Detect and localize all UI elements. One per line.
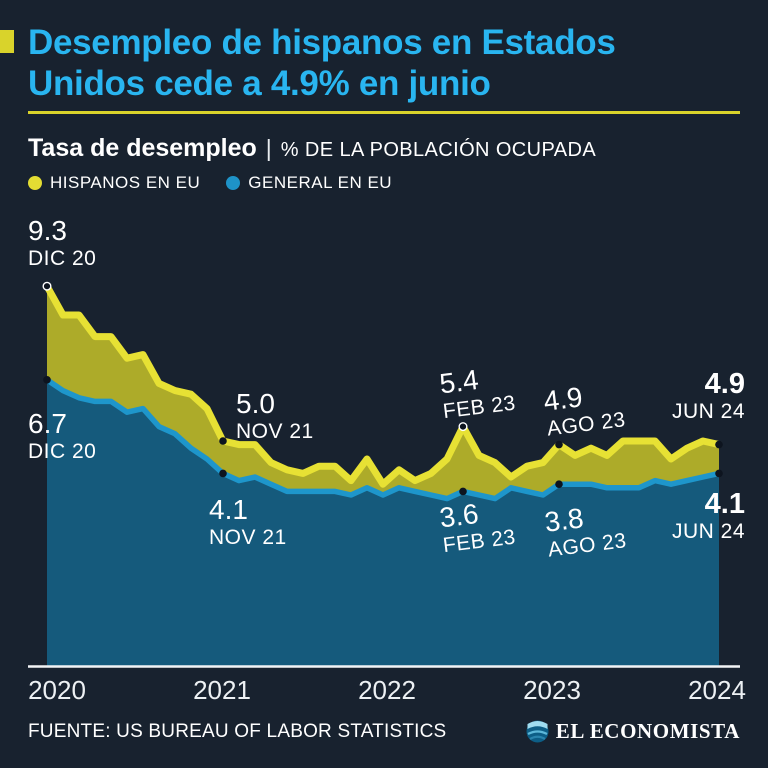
annotation-label: DIC 20 (28, 440, 97, 463)
annotation-value: 6.7 (28, 408, 67, 439)
marker-dot-general-feb23 (459, 487, 467, 496)
legend-swatch-general-icon (226, 176, 241, 190)
xtick-2022: 2022 (358, 675, 416, 705)
marker-dot-general-nov21 (219, 469, 227, 478)
subtitle-unit: % DE LA POBLACIÓN OCUPADA (280, 139, 597, 161)
annotation-general-feb23: 3.6 FEB 23 (438, 495, 517, 558)
globe-icon (526, 720, 549, 743)
accent-square (0, 30, 14, 53)
brand-name: EL ECONOMISTA (555, 719, 740, 743)
hispanos-line (43, 282, 723, 488)
annotation-general-jun24: 4.1 JUN 24 (672, 489, 745, 544)
marker-dot-hispanos-ago23 (555, 440, 563, 449)
xtick-2021: 2021 (193, 675, 251, 705)
xtick-2023: 2023 (523, 675, 581, 705)
annotation-hispanos-nov21: 5.0 NOV 21 (236, 389, 314, 444)
chart-subtitle: Tasa de desempleo | % DE LA POBLACIÓN OC… (28, 134, 596, 163)
annotation-label: JUN 24 (671, 400, 745, 423)
marker-dot-hispanos-dic20 (42, 281, 52, 291)
title-line-1: Desempleo de hispanos en Estados (28, 23, 616, 62)
annotation-general-ago23: 3.8 AGO 23 (543, 498, 628, 562)
annotation-value: 4.9 (704, 368, 745, 400)
marker-dot-general-dic20 (43, 376, 51, 384)
legend: HISPANOS EN EU GENERAL EN EU (28, 173, 392, 193)
brand-logo: EL ECONOMISTA (526, 719, 740, 744)
annotation-hispanos-feb23: 5.4 FEB 23 (438, 361, 517, 424)
annotation-general-nov21: 4.1 NOV 21 (209, 495, 287, 550)
legend-item-general: GENERAL EN EU (226, 173, 392, 193)
annotation-value: 5.0 (236, 388, 275, 419)
marker-dot-general-jun24 (715, 469, 723, 478)
legend-label-hispanos: HISPANOS EN EU (50, 173, 201, 192)
annotation-label: DIC 20 (28, 247, 97, 270)
xtick-2024: 2024 (688, 675, 746, 705)
annotation-value: 9.3 (28, 215, 67, 246)
annotation-label: NOV 21 (209, 526, 287, 549)
legend-item-hispanos: HISPANOS EN EU (28, 173, 200, 193)
general-line (44, 377, 722, 502)
legend-label-general: GENERAL EN EU (248, 173, 393, 192)
annotation-general-dic20: 6.7 DIC 20 (28, 409, 96, 464)
annotation-value: 4.1 (704, 488, 745, 520)
pipe-separator: | (265, 135, 272, 161)
marker-dot-general-ago23 (555, 480, 563, 489)
annotation-hispanos-jun24: 4.9 JUN 24 (672, 369, 745, 424)
annotation-value: 4.1 (209, 494, 248, 525)
title-divider (28, 111, 740, 114)
subtitle-title: Tasa de desempleo (28, 134, 257, 162)
general-area (47, 379, 719, 667)
xtick-2020: 2020 (28, 675, 86, 705)
marker-dot-hispanos-jun24 (715, 440, 723, 449)
marker-dot-hispanos-feb23 (458, 422, 468, 432)
annotation-hispanos-dic20: 9.3 DIC 20 (28, 216, 96, 271)
marker-dot-hispanos-nov21 (219, 437, 227, 445)
title-line-2: Unidos cede a 4.9% en junio (28, 64, 491, 103)
legend-swatch-hispanos-icon (28, 176, 42, 190)
source-credit: FUENTE: US BUREAU OF LABOR STATISTICS (28, 721, 447, 742)
annotation-label: JUN 24 (671, 520, 745, 543)
page-title: Desempleo de hispanos en Estados Unidos … (28, 22, 616, 104)
annotation-label: NOV 21 (236, 420, 314, 443)
annotation-hispanos-ago23: 4.9 AGO 23 (542, 377, 627, 441)
